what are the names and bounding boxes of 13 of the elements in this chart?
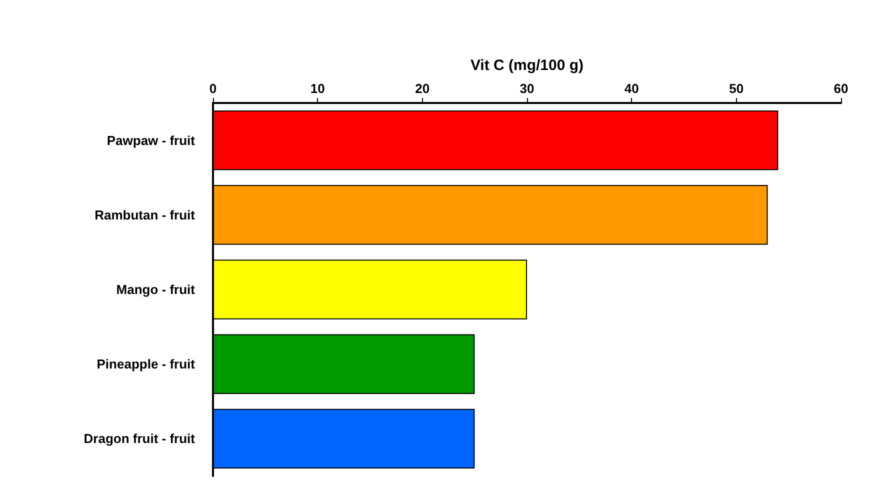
y-tick-label: Mango - fruit <box>116 282 196 297</box>
x-tick-label: 60 <box>834 81 848 96</box>
x-tick-label: 0 <box>209 81 217 96</box>
x-tick-label: 10 <box>310 81 325 96</box>
x-tick-label: 30 <box>520 81 534 96</box>
y-tick-label: Pawpaw - fruit <box>106 132 196 148</box>
y-tick-label: Rambutan - fruit <box>94 207 196 222</box>
x-tick-label: 50 <box>729 81 744 96</box>
x-axis-title: Vit C (mg/100 g) <box>470 57 584 74</box>
y-tick-label: Pineapple - fruit <box>96 356 196 372</box>
x-tick-label: 40 <box>624 81 639 96</box>
y-tick-label: Dragon fruit - fruit <box>84 431 196 446</box>
x-tick-label: 20 <box>415 81 430 96</box>
